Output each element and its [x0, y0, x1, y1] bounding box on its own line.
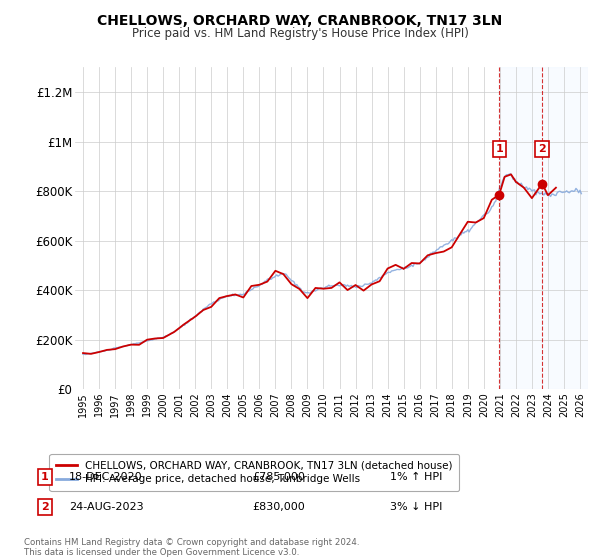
Text: £785,000: £785,000 — [252, 472, 305, 482]
Text: 1: 1 — [41, 472, 49, 482]
Bar — [499, 67, 588, 389]
Text: 2: 2 — [538, 144, 546, 154]
Text: 2: 2 — [41, 502, 49, 512]
Text: 24-AUG-2023: 24-AUG-2023 — [69, 502, 143, 512]
Text: Contains HM Land Registry data © Crown copyright and database right 2024.
This d: Contains HM Land Registry data © Crown c… — [24, 538, 359, 557]
Text: CHELLOWS, ORCHARD WAY, CRANBROOK, TN17 3LN: CHELLOWS, ORCHARD WAY, CRANBROOK, TN17 3… — [97, 14, 503, 28]
Text: 1% ↑ HPI: 1% ↑ HPI — [390, 472, 442, 482]
Text: £830,000: £830,000 — [252, 502, 305, 512]
Text: 18-DEC-2020: 18-DEC-2020 — [69, 472, 143, 482]
Text: Price paid vs. HM Land Registry's House Price Index (HPI): Price paid vs. HM Land Registry's House … — [131, 27, 469, 40]
Text: 3% ↓ HPI: 3% ↓ HPI — [390, 502, 442, 512]
Text: 1: 1 — [496, 144, 503, 154]
Legend: CHELLOWS, ORCHARD WAY, CRANBROOK, TN17 3LN (detached house), HPI: Average price,: CHELLOWS, ORCHARD WAY, CRANBROOK, TN17 3… — [49, 454, 458, 491]
